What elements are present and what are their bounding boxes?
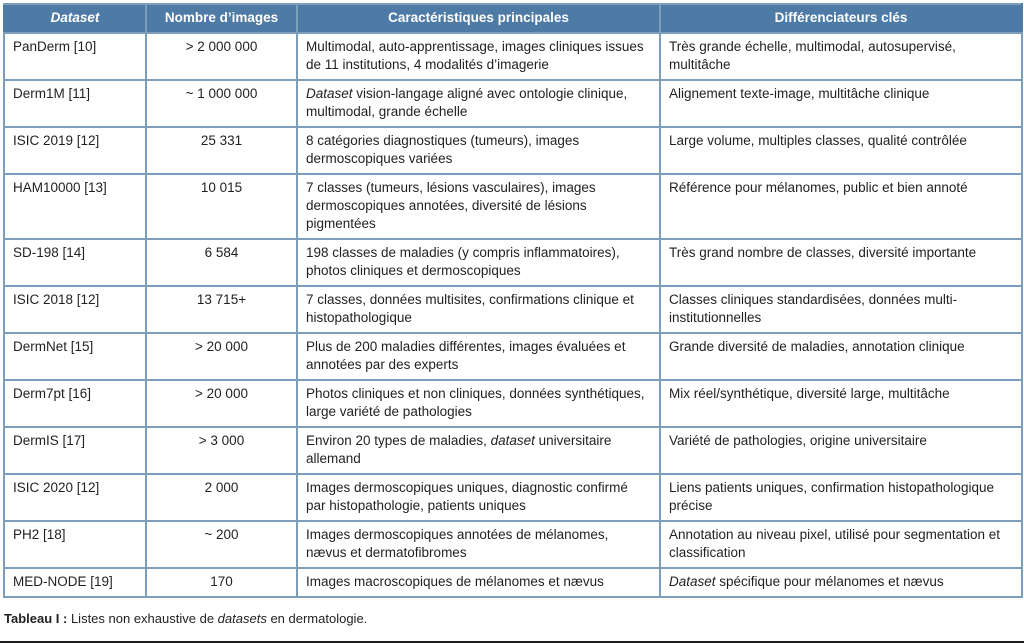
dataset-cell: PanDerm [10] — [3, 32, 147, 81]
dataset-cell: MED-NODE [19] — [3, 567, 147, 598]
count-cell: > 20 000 — [145, 379, 298, 428]
characteristics-cell: Images dermoscopiques annotées de mélano… — [296, 520, 661, 569]
table-caption: Tableau I : Listes non exhaustive de dat… — [4, 610, 1021, 627]
table-header: Dataset Nombre d’images Caractéristiques… — [3, 3, 1023, 34]
header-row: Dataset Nombre d’images Caractéristiques… — [3, 3, 1023, 34]
characteristics-cell: Images dermoscopiques uniques, diagnosti… — [296, 473, 661, 522]
differentiators-cell: Référence pour mélanomes, public et bien… — [659, 173, 1023, 240]
differentiators-cell: Classes cliniques standardisées, données… — [659, 285, 1023, 334]
characteristics-cell: 8 catégories diagnostiques (tumeurs), im… — [296, 126, 661, 175]
differentiators-cell: Variété de pathologies, origine universi… — [659, 426, 1023, 475]
dataset-cell: ISIC 2019 [12] — [3, 126, 147, 175]
count-cell: > 2 000 000 — [145, 32, 298, 81]
dataset-cell: SD-198 [14] — [3, 238, 147, 287]
characteristics-cell: Dataset vision-langage aligné avec ontol… — [296, 79, 661, 128]
table-row: Derm7pt [16] > 20 000 Photos cliniques e… — [3, 379, 1023, 428]
column-header-dataset: Dataset — [3, 3, 147, 34]
characteristics-cell: Multimodal, auto-apprentissage, images c… — [296, 32, 661, 81]
characteristics-cell: Photos cliniques et non cliniques, donné… — [296, 379, 661, 428]
characteristics-cell: 7 classes, données multisites, confirmat… — [296, 285, 661, 334]
count-cell: 6 584 — [145, 238, 298, 287]
table-row: HAM10000 [13] 10 015 7 classes (tumeurs,… — [3, 173, 1023, 240]
table-row: ISIC 2020 [12] 2 000 Images dermoscopiqu… — [3, 473, 1023, 522]
differentiators-cell: Dataset spécifique pour mélanomes et næv… — [659, 567, 1023, 598]
dataset-cell: ISIC 2020 [12] — [3, 473, 147, 522]
table-row: DermIS [17] > 3 000 Environ 20 types de … — [3, 426, 1023, 475]
dataset-cell: PH2 [18] — [3, 520, 147, 569]
column-header-nombre-images: Nombre d’images — [145, 3, 298, 34]
count-cell: 25 331 — [145, 126, 298, 175]
characteristics-cell: Plus de 200 maladies différentes, images… — [296, 332, 661, 381]
table-body: PanDerm [10] > 2 000 000 Multimodal, aut… — [3, 32, 1023, 598]
dataset-cell: DermIS [17] — [3, 426, 147, 475]
characteristics-cell: Environ 20 types de maladies, dataset un… — [296, 426, 661, 475]
differentiators-cell: Liens patients uniques, confirmation his… — [659, 473, 1023, 522]
dataset-cell: Derm1M [11] — [3, 79, 147, 128]
differentiators-cell: Mix réel/synthétique, diversité large, m… — [659, 379, 1023, 428]
count-cell: 170 — [145, 567, 298, 598]
differentiators-cell: Très grand nombre de classes, diversité … — [659, 238, 1023, 287]
table-row: PH2 [18] ~ 200 Images dermoscopiques ann… — [3, 520, 1023, 569]
count-cell: ~ 1 000 000 — [145, 79, 298, 128]
dataset-cell: Derm7pt [16] — [3, 379, 147, 428]
column-header-differenciateurs: Différenciateurs clés — [659, 3, 1023, 34]
count-cell: 13 715+ — [145, 285, 298, 334]
dataset-cell: DermNet [15] — [3, 332, 147, 381]
differentiators-cell: Très grande échelle, multimodal, autosup… — [659, 32, 1023, 81]
differentiators-cell: Grande diversité de maladies, annotation… — [659, 332, 1023, 381]
datasets-table: Dataset Nombre d’images Caractéristiques… — [3, 3, 1023, 598]
count-cell: > 3 000 — [145, 426, 298, 475]
count-cell: 10 015 — [145, 173, 298, 240]
characteristics-cell: Images macroscopiques de mélanomes et næ… — [296, 567, 661, 598]
caption-label: Tableau I : — [4, 611, 68, 626]
differentiators-cell: Annotation au niveau pixel, utilisé pour… — [659, 520, 1023, 569]
count-cell: > 20 000 — [145, 332, 298, 381]
table-row: SD-198 [14] 6 584 198 classes de maladie… — [3, 238, 1023, 287]
characteristics-cell: 198 classes de maladies (y compris infla… — [296, 238, 661, 287]
count-cell: ~ 200 — [145, 520, 298, 569]
count-cell: 2 000 — [145, 473, 298, 522]
dataset-cell: HAM10000 [13] — [3, 173, 147, 240]
table-row: ISIC 2019 [12] 25 331 8 catégories diagn… — [3, 126, 1023, 175]
table-row: DermNet [15] > 20 000 Plus de 200 maladi… — [3, 332, 1023, 381]
table-row: Derm1M [11] ~ 1 000 000 Dataset vision-l… — [3, 79, 1023, 128]
differentiators-cell: Alignement texte-image, multitâche clini… — [659, 79, 1023, 128]
dataset-cell: ISIC 2018 [12] — [3, 285, 147, 334]
caption-text: Listes non exhaustive de datasets en der… — [70, 611, 368, 626]
table-row: ISIC 2018 [12] 13 715+ 7 classes, donnée… — [3, 285, 1023, 334]
characteristics-cell: 7 classes (tumeurs, lésions vasculaires)… — [296, 173, 661, 240]
column-header-caracteristiques: Caractéristiques principales — [296, 3, 661, 34]
differentiators-cell: Large volume, multiples classes, qualité… — [659, 126, 1023, 175]
table-row: MED-NODE [19] 170 Images macroscopiques … — [3, 567, 1023, 598]
table-row: PanDerm [10] > 2 000 000 Multimodal, aut… — [3, 32, 1023, 81]
